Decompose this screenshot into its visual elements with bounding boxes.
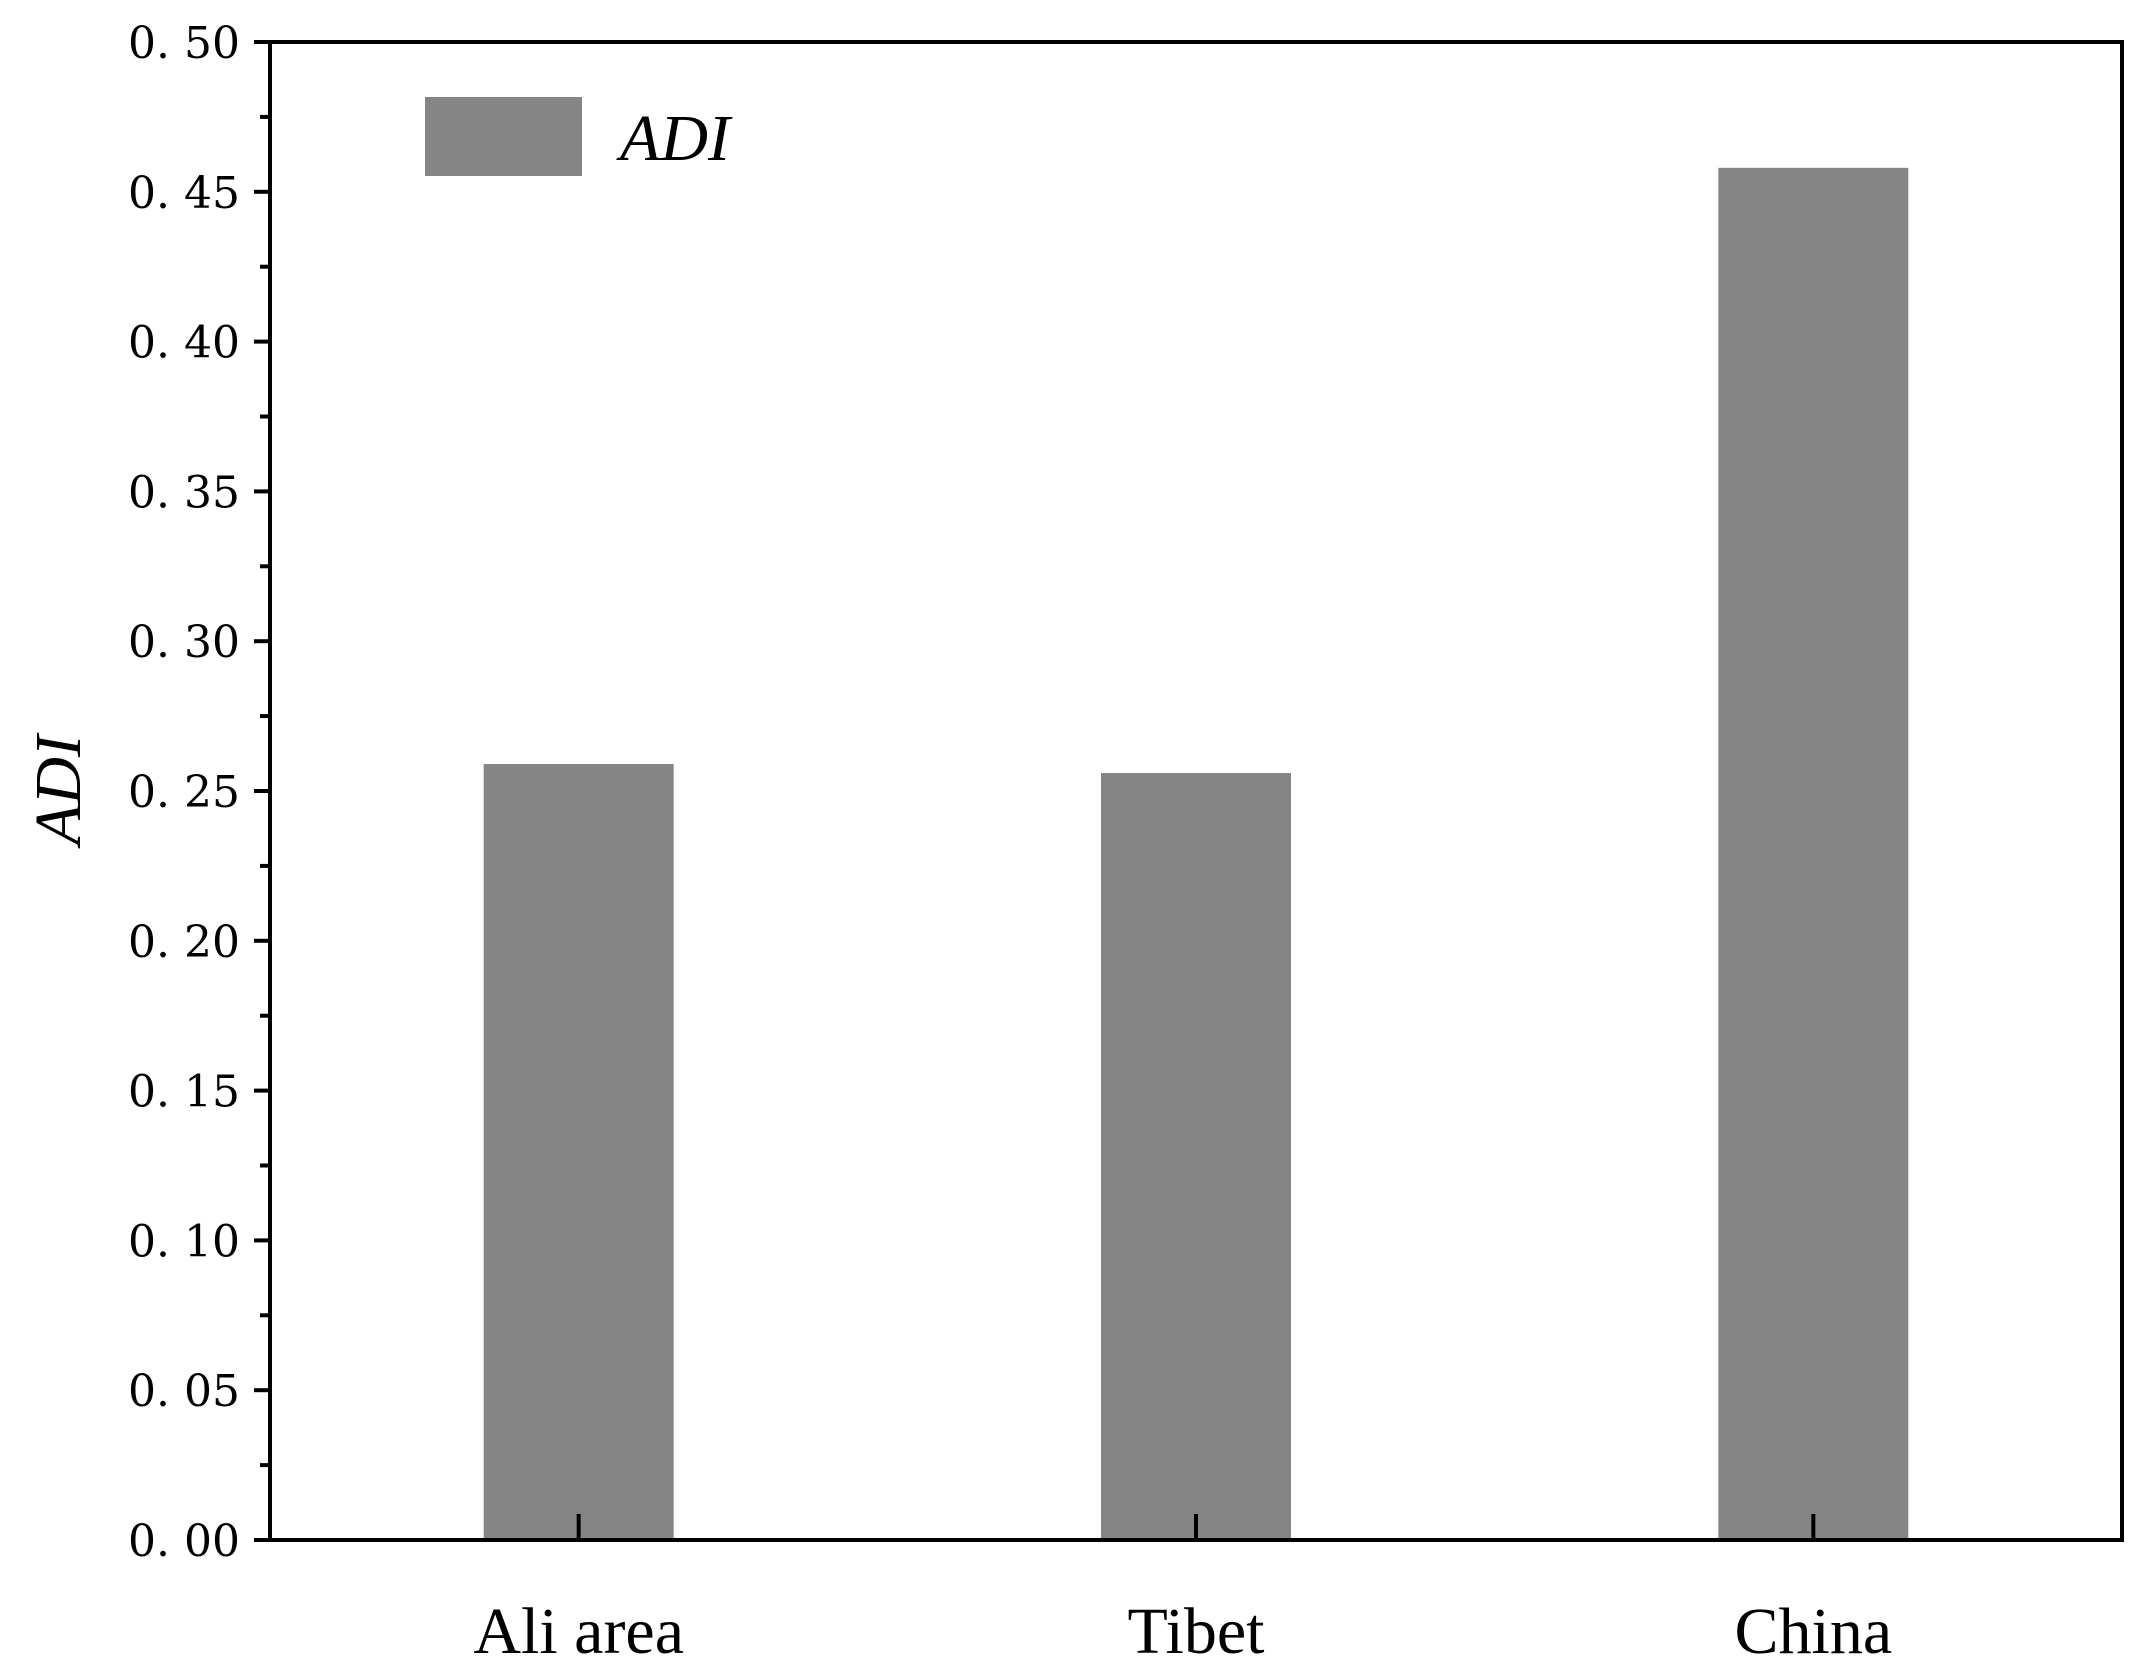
x-category-label: Tibet [1128, 1595, 1265, 1668]
y-axis-title: ADI [22, 732, 95, 849]
bars-group [483, 167, 1909, 1540]
x-axis: Ali area Tibet China [473, 1514, 1892, 1668]
y-tick-label: 0. 00 [128, 1516, 240, 1567]
y-axis: 0. 00 0. 05 0. 10 0. 15 0. 20 0. 25 0. 30 0. 35… [128, 18, 270, 1567]
y-tick-label: 0. 10 [128, 1216, 240, 1267]
legend-label: ADI [616, 102, 733, 175]
y-tick-label: 0. 25 [128, 767, 240, 818]
y-tick-label: 0. 35 [128, 467, 240, 518]
x-category-label: Ali area [473, 1595, 684, 1668]
y-tick-label: 0. 05 [128, 1366, 240, 1417]
bar [1718, 167, 1909, 1540]
legend: ADI [425, 97, 733, 176]
y-tick-label: 0. 45 [128, 168, 240, 219]
y-tick-label: 0. 20 [128, 917, 240, 968]
y-tick-label: 0. 15 [128, 1067, 240, 1118]
y-tick-label: 0. 30 [128, 617, 240, 668]
y-tick-label: 0. 50 [128, 18, 240, 69]
x-category-label: China [1735, 1595, 1893, 1668]
bar [1101, 773, 1291, 1540]
bar [483, 764, 674, 1540]
y-tick-label: 0. 40 [128, 318, 240, 369]
legend-swatch [425, 97, 582, 176]
